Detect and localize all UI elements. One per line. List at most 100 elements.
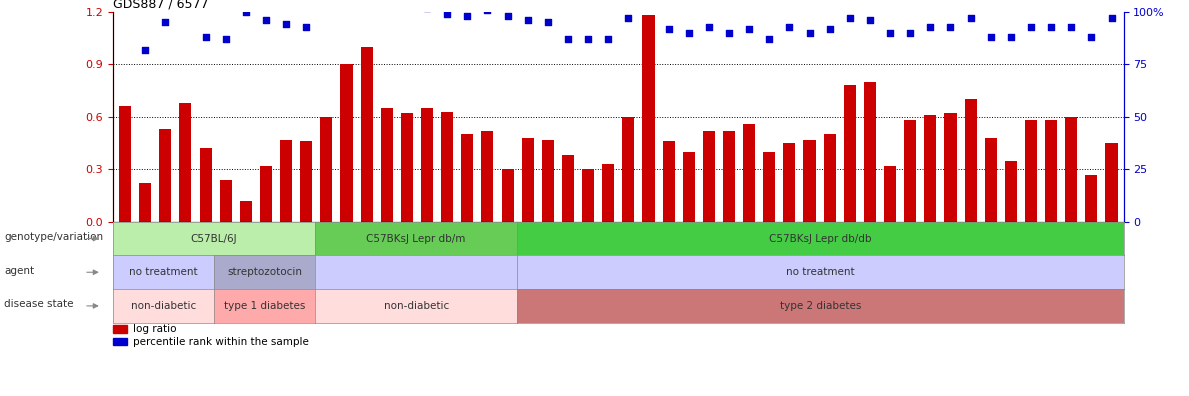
Bar: [804, 139, 816, 222]
Point: [1062, 23, 1081, 30]
Text: disease state: disease state: [5, 299, 74, 309]
Point: [237, 9, 256, 15]
Bar: [864, 82, 876, 222]
Point: [257, 17, 276, 23]
Point: [740, 25, 759, 32]
Point: [559, 36, 578, 42]
Bar: [300, 141, 313, 222]
Bar: [723, 131, 735, 222]
Bar: [885, 166, 897, 222]
Point: [1082, 34, 1101, 40]
Point: [719, 30, 738, 36]
Bar: [682, 152, 694, 222]
Bar: [200, 148, 212, 222]
Bar: [1086, 175, 1097, 222]
Bar: [360, 47, 372, 222]
Bar: [542, 139, 554, 222]
Point: [216, 36, 235, 42]
Bar: [340, 64, 352, 222]
Bar: [1106, 143, 1118, 222]
Point: [539, 19, 558, 25]
Point: [1001, 34, 1020, 40]
Text: C57BKsJ Lepr db/m: C57BKsJ Lepr db/m: [366, 234, 466, 244]
Bar: [320, 117, 333, 222]
Bar: [401, 113, 413, 222]
Text: C57BL/6J: C57BL/6J: [190, 234, 238, 244]
Text: no treatment: no treatment: [786, 267, 855, 277]
Bar: [904, 120, 917, 222]
Point: [940, 23, 960, 30]
Point: [115, 2, 134, 9]
Bar: [159, 129, 171, 222]
Point: [618, 15, 637, 21]
Text: streptozotocin: streptozotocin: [227, 267, 302, 277]
Point: [901, 30, 920, 36]
Bar: [583, 169, 594, 222]
Point: [438, 11, 457, 17]
Bar: [240, 201, 252, 222]
Point: [458, 13, 477, 19]
Point: [861, 17, 880, 23]
Bar: [1005, 160, 1017, 222]
Bar: [380, 108, 392, 222]
Bar: [703, 131, 715, 222]
Bar: [622, 117, 635, 222]
Text: non-diabetic: non-diabetic: [131, 301, 196, 311]
Point: [679, 30, 698, 36]
Text: type 2 diabetes: type 2 diabetes: [780, 301, 861, 311]
Bar: [260, 166, 272, 222]
Bar: [924, 115, 937, 222]
Point: [518, 17, 537, 23]
Bar: [844, 85, 856, 222]
Bar: [113, 326, 127, 333]
Point: [1021, 23, 1040, 30]
Point: [920, 23, 939, 30]
Text: no treatment: no treatment: [130, 267, 197, 277]
Bar: [502, 169, 514, 222]
Bar: [944, 113, 956, 222]
Bar: [421, 108, 433, 222]
Bar: [113, 338, 127, 345]
Bar: [662, 141, 674, 222]
Point: [699, 23, 718, 30]
Text: GDS887 / 6577: GDS887 / 6577: [113, 0, 208, 11]
Text: log ratio: log ratio: [132, 324, 176, 334]
Point: [800, 30, 819, 36]
Bar: [220, 180, 232, 222]
Point: [156, 19, 175, 25]
Bar: [1025, 120, 1037, 222]
Text: non-diabetic: non-diabetic: [384, 301, 448, 311]
Point: [297, 23, 316, 30]
Bar: [1045, 120, 1057, 222]
Text: type 1 diabetes: type 1 diabetes: [224, 301, 306, 311]
Bar: [1065, 117, 1077, 222]
Point: [599, 36, 618, 42]
Text: percentile rank within the sample: percentile rank within the sample: [132, 337, 308, 347]
Bar: [281, 139, 292, 222]
Point: [881, 30, 900, 36]
Point: [498, 13, 517, 19]
Bar: [180, 103, 191, 222]
Point: [780, 23, 799, 30]
Point: [377, 0, 396, 4]
Bar: [139, 183, 151, 222]
Bar: [743, 124, 755, 222]
Bar: [461, 134, 473, 222]
Bar: [602, 164, 615, 222]
Point: [397, 2, 416, 9]
Point: [417, 4, 436, 11]
Point: [1042, 23, 1061, 30]
Bar: [824, 134, 836, 222]
Point: [136, 46, 155, 53]
Bar: [562, 155, 574, 222]
Text: agent: agent: [5, 266, 34, 276]
Point: [579, 36, 598, 42]
Bar: [642, 15, 654, 222]
Point: [659, 25, 678, 32]
Bar: [119, 106, 131, 222]
Bar: [964, 99, 976, 222]
Bar: [763, 152, 775, 222]
Bar: [784, 143, 795, 222]
Bar: [984, 138, 996, 222]
Point: [478, 7, 497, 13]
